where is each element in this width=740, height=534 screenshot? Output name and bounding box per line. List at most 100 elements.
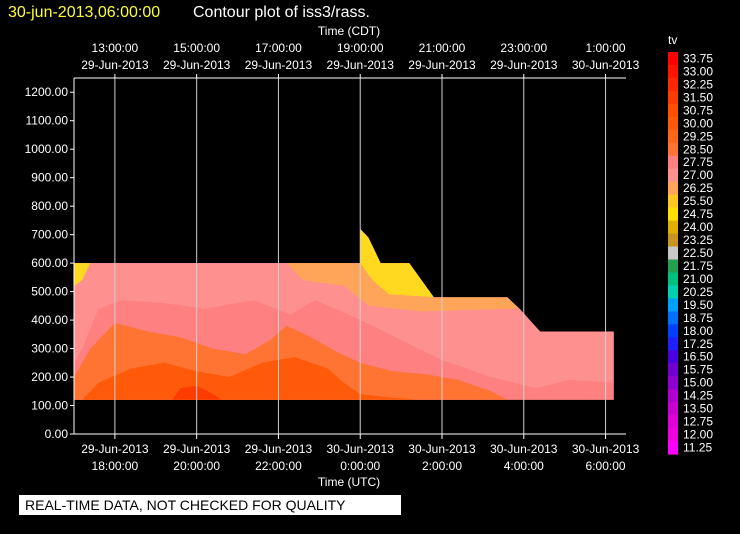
quality-notice: REAL-TIME DATA, NOT CHECKED FOR QUALITY xyxy=(19,495,401,515)
x-tick-time: 2:00:00 xyxy=(422,459,462,473)
y-tick-label: 900.00 xyxy=(31,171,68,185)
top-tick-time: 21:00:00 xyxy=(419,41,466,55)
colorbar-swatch xyxy=(668,194,678,209)
colorbar-level-label: 18.00 xyxy=(683,324,713,338)
colorbar-level-label: 16.50 xyxy=(683,350,713,364)
colorbar-level-label: 24.75 xyxy=(683,207,713,221)
top-tick-time: 1:00:00 xyxy=(586,41,626,55)
colorbar-swatch xyxy=(668,142,678,157)
top-tick-date: 29-Jun-2013 xyxy=(490,58,558,72)
colorbar-level-label: 25.50 xyxy=(683,194,713,208)
y-tick-label: 800.00 xyxy=(31,199,68,213)
top-tick-date: 29-Jun-2013 xyxy=(163,58,231,72)
x-tick-date: 30-Jun-2013 xyxy=(327,442,395,456)
y-tick-label: 1200.00 xyxy=(25,85,69,99)
colorbar-level-label: 30.00 xyxy=(683,116,713,130)
colorbar-swatch xyxy=(668,116,678,131)
contour-zone-light-orange xyxy=(286,263,520,312)
colorbar-level-label: 28.50 xyxy=(683,142,713,156)
colorbar-level-label: 21.75 xyxy=(683,259,713,273)
colorbar-level-label: 12.75 xyxy=(683,415,713,429)
colorbar-level-label: 27.75 xyxy=(683,155,713,169)
colorbar-swatch xyxy=(668,129,678,144)
colorbar-swatch xyxy=(668,337,678,351)
colorbar-swatch xyxy=(668,363,678,377)
colorbar-level-label: 15.00 xyxy=(683,376,713,390)
colorbar-level-label: 12.00 xyxy=(683,428,713,442)
timestamp-label: 30-jun-2013,06:00:00 xyxy=(8,4,160,21)
x-tick-date: 30-Jun-2013 xyxy=(408,442,476,456)
colorbar-swatch xyxy=(668,298,678,312)
y-tick-label: 1000.00 xyxy=(25,142,69,156)
colorbar-level-label: 21.00 xyxy=(683,272,713,286)
y-tick-label: 100.00 xyxy=(31,399,68,413)
colorbar-swatch xyxy=(668,168,678,183)
x-tick-date: 29-Jun-2013 xyxy=(163,442,231,456)
grid-lines xyxy=(114,78,607,434)
colorbar-level-label: 22.50 xyxy=(683,246,713,260)
colorbar-level-label: 23.25 xyxy=(683,233,713,247)
x-axis-ticks-top: 13:00:00 29-Jun-2013 15:00:00 29-Jun-2013 17… xyxy=(81,41,640,78)
colorbar-swatch xyxy=(668,272,678,287)
x-tick-time: 20:00:00 xyxy=(173,459,220,473)
colorbar-level-label: 29.25 xyxy=(683,129,713,143)
contour-zone-yellow xyxy=(360,228,434,298)
colorbar-swatch xyxy=(668,324,678,338)
y-axis-ticks: 0.00 100.00 200.00 300.00 400.00 500.00 600.00… xyxy=(25,85,74,441)
axes xyxy=(73,77,626,435)
colorbar-level-label: 32.25 xyxy=(683,77,713,91)
colorbar-swatch xyxy=(668,90,678,105)
colorbar: 33.7533.0032.2531.5030.7530.0029.2528.50… xyxy=(668,52,713,455)
colorbar-swatch xyxy=(668,220,678,235)
colorbar-swatch xyxy=(668,285,678,299)
colorbar-level-label: 20.25 xyxy=(683,285,713,299)
colorbar-swatch xyxy=(668,402,678,416)
colorbar-level-label: 17.25 xyxy=(683,337,713,351)
colorbar-swatch xyxy=(668,233,678,248)
colorbar-level-label: 27.00 xyxy=(683,168,713,182)
colorbar-label: tv xyxy=(668,33,677,47)
colorbar-level-label: 33.75 xyxy=(683,52,713,66)
colorbar-swatch xyxy=(668,155,678,170)
x-tick-date: 30-Jun-2013 xyxy=(572,442,640,456)
x-axis-ticks-bottom: 29-Jun-2013 18:00:00 29-Jun-2013 20:00:00 29… xyxy=(81,434,640,473)
colorbar-swatch xyxy=(668,181,678,196)
chart-title: Contour plot of iss3/rass. xyxy=(193,4,370,21)
colorbar-level-label: 11.25 xyxy=(683,441,712,455)
y-tick-label: 600.00 xyxy=(31,256,68,270)
contour-zone-pink xyxy=(74,263,614,389)
x-tick-time: 6:00:00 xyxy=(586,459,626,473)
colorbar-swatch xyxy=(668,428,678,442)
x-tick-date: 29-Jun-2013 xyxy=(245,442,313,456)
colorbar-level-label: 15.75 xyxy=(683,363,713,377)
y-tick-label: 1100.00 xyxy=(26,114,69,128)
colorbar-level-label: 26.25 xyxy=(683,181,713,195)
colorbar-swatch xyxy=(668,441,678,455)
colorbar-swatch xyxy=(668,389,678,403)
top-tick-time: 19:00:00 xyxy=(337,41,384,55)
top-tick-time: 13:00:00 xyxy=(92,41,139,55)
top-tick-time: 17:00:00 xyxy=(255,41,302,55)
y-tick-label: 0.00 xyxy=(45,427,69,441)
colorbar-swatch xyxy=(668,311,678,325)
colorbar-swatch xyxy=(668,415,678,429)
colorbar-level-label: 14.25 xyxy=(683,389,713,403)
x-tick-time: 4:00:00 xyxy=(504,459,544,473)
colorbar-swatch xyxy=(668,77,678,92)
x-tick-time: 18:00:00 xyxy=(92,459,139,473)
y-tick-label: 400.00 xyxy=(31,313,68,327)
colorbar-level-label: 18.75 xyxy=(683,311,713,325)
top-tick-date: 29-Jun-2013 xyxy=(408,58,476,72)
colorbar-level-label: 33.00 xyxy=(683,65,713,79)
x-tick-time: 22:00:00 xyxy=(255,459,302,473)
colorbar-swatch xyxy=(668,350,678,364)
colorbar-level-label: 13.50 xyxy=(683,402,713,416)
contour-zone-yellow-left xyxy=(74,263,91,286)
contour-zones xyxy=(74,228,614,400)
colorbar-swatch xyxy=(668,103,678,118)
colorbar-swatch xyxy=(668,52,678,66)
contour-zone-dark-orange xyxy=(82,357,418,400)
top-axis-label: Time (CDT) xyxy=(318,24,380,38)
top-tick-date: 30-Jun-2013 xyxy=(572,58,640,72)
